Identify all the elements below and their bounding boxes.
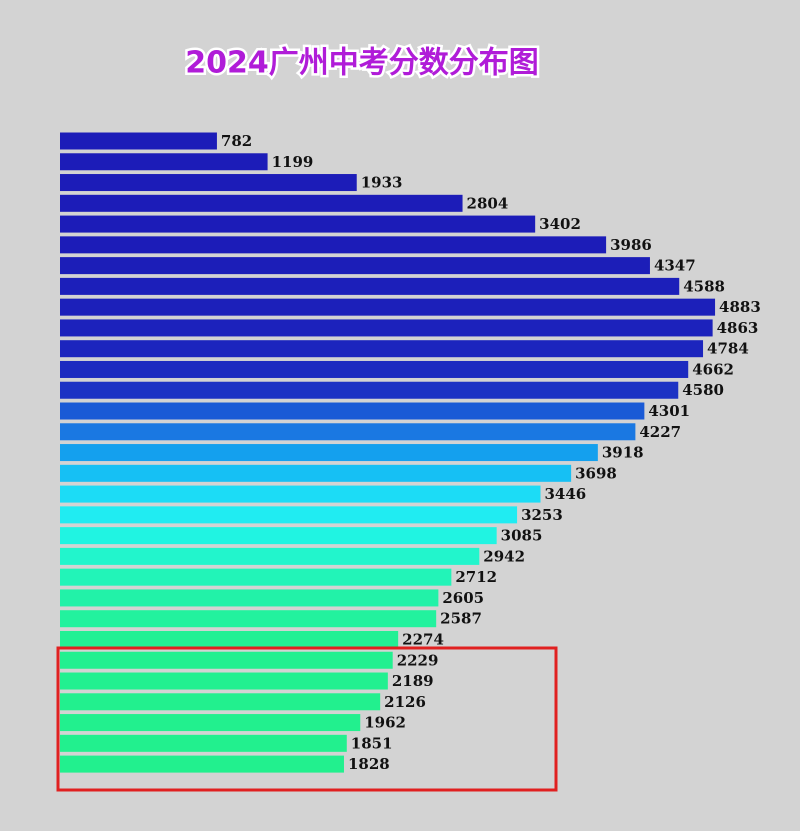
value-label: 4662	[692, 360, 734, 378]
value-label: 1851	[351, 734, 393, 752]
value-label: 1199	[272, 153, 314, 171]
value-label: 1828	[348, 755, 390, 773]
value-label: 2587	[440, 610, 482, 628]
bar	[60, 755, 344, 773]
bar	[60, 381, 679, 399]
bar	[60, 734, 347, 752]
bar	[60, 630, 399, 648]
value-label: 1933	[361, 174, 403, 192]
bar	[60, 360, 689, 378]
value-label: 782	[221, 132, 252, 150]
bar	[60, 277, 680, 295]
bar	[60, 153, 268, 171]
bar	[60, 257, 650, 275]
value-label: 2126	[384, 693, 426, 711]
highlight-box	[56, 646, 558, 792]
value-label: 3918	[602, 444, 644, 462]
value-label: 2274	[402, 630, 444, 648]
value-label: 3446	[545, 485, 587, 503]
value-label: 2229	[397, 651, 439, 669]
bar	[60, 194, 463, 212]
bar	[60, 568, 452, 586]
bar	[60, 464, 572, 482]
bar	[60, 714, 361, 732]
bar	[60, 402, 645, 420]
bar	[60, 340, 704, 358]
value-label: 3402	[539, 215, 581, 233]
value-label: 4883	[719, 298, 761, 316]
bars: 7507827401199730193372028047103402700398…	[60, 132, 761, 773]
value-label: 1962	[364, 714, 406, 732]
bar	[60, 444, 598, 462]
value-label: 4347	[654, 257, 696, 275]
value-label: 2712	[455, 568, 497, 586]
value-label: 3253	[521, 506, 563, 524]
value-label: 4301	[648, 402, 690, 420]
value-label: 4784	[707, 340, 749, 358]
bar	[60, 174, 357, 192]
value-label: 2605	[442, 589, 484, 607]
bar	[60, 506, 518, 524]
bar	[60, 236, 607, 254]
bar	[60, 610, 437, 628]
value-label: 4588	[683, 277, 725, 295]
value-label: 4227	[639, 423, 681, 441]
bar	[60, 298, 716, 316]
bar	[60, 319, 713, 337]
bar	[60, 215, 536, 233]
value-label: 2942	[483, 547, 525, 565]
value-label: 3986	[610, 236, 652, 254]
value-label: 3698	[575, 464, 617, 482]
bar	[60, 527, 497, 545]
value-label: 2804	[467, 194, 509, 212]
bar	[60, 693, 381, 711]
bar	[60, 132, 217, 150]
bar	[60, 423, 636, 441]
chart-title: 2024广州中考分数分布图	[185, 46, 539, 81]
bar	[60, 547, 480, 565]
bar	[60, 672, 388, 690]
value-label: 4580	[682, 381, 724, 399]
value-label: 4863	[717, 319, 759, 337]
bar	[60, 485, 541, 503]
bar	[60, 651, 393, 669]
value-label: 2189	[392, 672, 434, 690]
value-label: 3085	[501, 527, 543, 545]
bar	[60, 589, 439, 607]
